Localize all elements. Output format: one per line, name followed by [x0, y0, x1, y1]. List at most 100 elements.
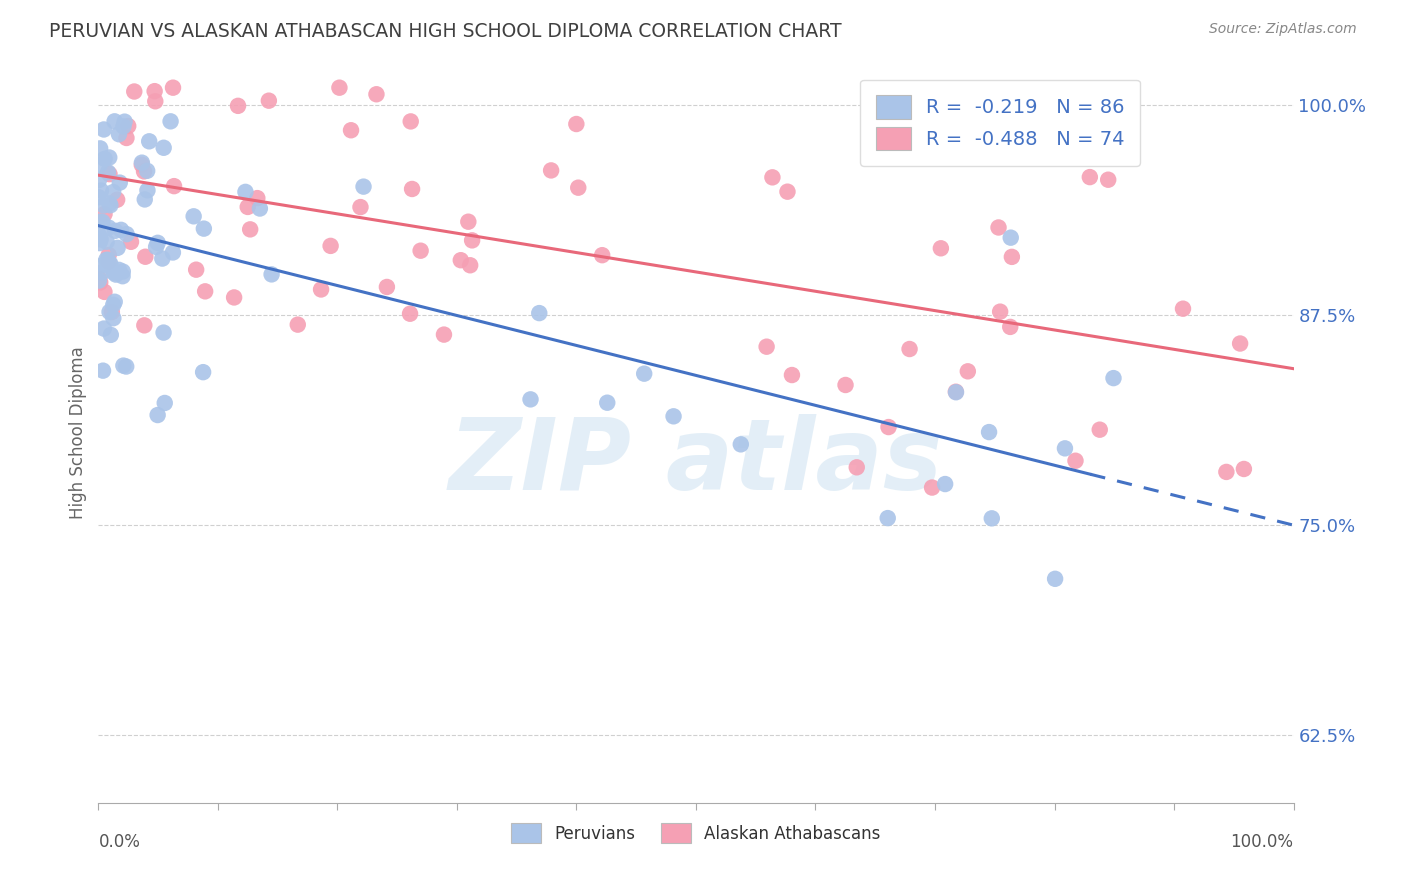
Legend: Peruvians, Alaskan Athabascans: Peruvians, Alaskan Athabascans	[505, 816, 887, 850]
Point	[186, 262, 208, 277]
Point	[104, 268, 127, 282]
Point	[87, 231, 110, 245]
Point	[143, 95, 166, 109]
Point	[163, 179, 186, 194]
Point	[540, 163, 562, 178]
Point	[153, 396, 176, 410]
Point	[93, 152, 115, 166]
Text: 100.0%: 100.0%	[1230, 833, 1294, 851]
Point	[226, 99, 249, 113]
Point	[519, 392, 541, 407]
Point	[1088, 423, 1111, 437]
Point	[340, 123, 363, 137]
Point	[1078, 170, 1101, 185]
Point	[730, 437, 752, 451]
Point	[103, 114, 125, 128]
Point	[433, 327, 456, 342]
Point	[1097, 172, 1119, 186]
Point	[761, 170, 783, 185]
Point	[104, 224, 127, 238]
Point	[257, 94, 280, 108]
Point	[249, 202, 271, 216]
Point	[921, 481, 943, 495]
Point	[98, 167, 121, 181]
Point	[101, 305, 124, 319]
Point	[457, 215, 479, 229]
Point	[194, 285, 217, 299]
Point	[98, 305, 121, 319]
Point	[89, 141, 111, 155]
Point	[97, 165, 120, 179]
Text: ZIP atlas: ZIP atlas	[449, 414, 943, 511]
Point	[138, 134, 160, 148]
Point	[97, 254, 120, 268]
Point	[945, 385, 967, 400]
Point	[96, 252, 118, 267]
Point	[107, 241, 129, 255]
Text: 0.0%: 0.0%	[98, 833, 141, 851]
Point	[87, 272, 110, 286]
Point	[776, 185, 799, 199]
Point	[236, 200, 259, 214]
Point	[845, 460, 868, 475]
Point	[103, 266, 125, 280]
Point	[110, 223, 132, 237]
Point	[89, 214, 111, 228]
Point	[91, 258, 114, 272]
Point	[375, 280, 398, 294]
Point	[934, 477, 956, 491]
Point	[1229, 336, 1251, 351]
Point	[93, 122, 115, 136]
Point	[183, 210, 205, 224]
Point	[567, 180, 589, 194]
Point	[193, 221, 215, 235]
Point	[98, 196, 121, 211]
Point	[98, 151, 121, 165]
Point	[309, 283, 332, 297]
Point	[662, 409, 685, 424]
Point	[131, 158, 153, 172]
Point	[1000, 230, 1022, 244]
Point	[136, 183, 159, 197]
Point	[1064, 454, 1087, 468]
Point	[162, 80, 184, 95]
Point	[328, 80, 350, 95]
Point	[152, 326, 174, 340]
Point	[780, 368, 803, 382]
Point	[89, 229, 111, 244]
Point	[112, 120, 135, 134]
Point	[1043, 572, 1066, 586]
Point	[101, 185, 124, 199]
Point	[120, 235, 142, 249]
Point	[89, 236, 111, 251]
Point	[117, 119, 139, 133]
Point	[93, 321, 115, 335]
Point	[399, 114, 422, 128]
Point	[366, 87, 388, 102]
Point	[91, 215, 114, 229]
Point	[755, 340, 778, 354]
Point	[1053, 442, 1076, 456]
Point	[90, 232, 112, 246]
Point	[97, 248, 120, 262]
Point	[876, 511, 898, 525]
Point	[956, 364, 979, 378]
Point	[105, 193, 128, 207]
Point	[115, 131, 138, 145]
Point	[97, 252, 120, 267]
Point	[134, 193, 156, 207]
Point	[93, 285, 115, 299]
Point	[349, 200, 371, 214]
Point	[461, 233, 484, 247]
Point	[977, 425, 1000, 439]
Point	[122, 85, 145, 99]
Point	[1233, 462, 1256, 476]
Point	[108, 127, 131, 141]
Point	[111, 264, 134, 278]
Point	[134, 318, 156, 333]
Point	[458, 258, 481, 272]
Point	[877, 420, 900, 434]
Point	[1215, 465, 1237, 479]
Point	[898, 342, 921, 356]
Point	[146, 235, 169, 250]
